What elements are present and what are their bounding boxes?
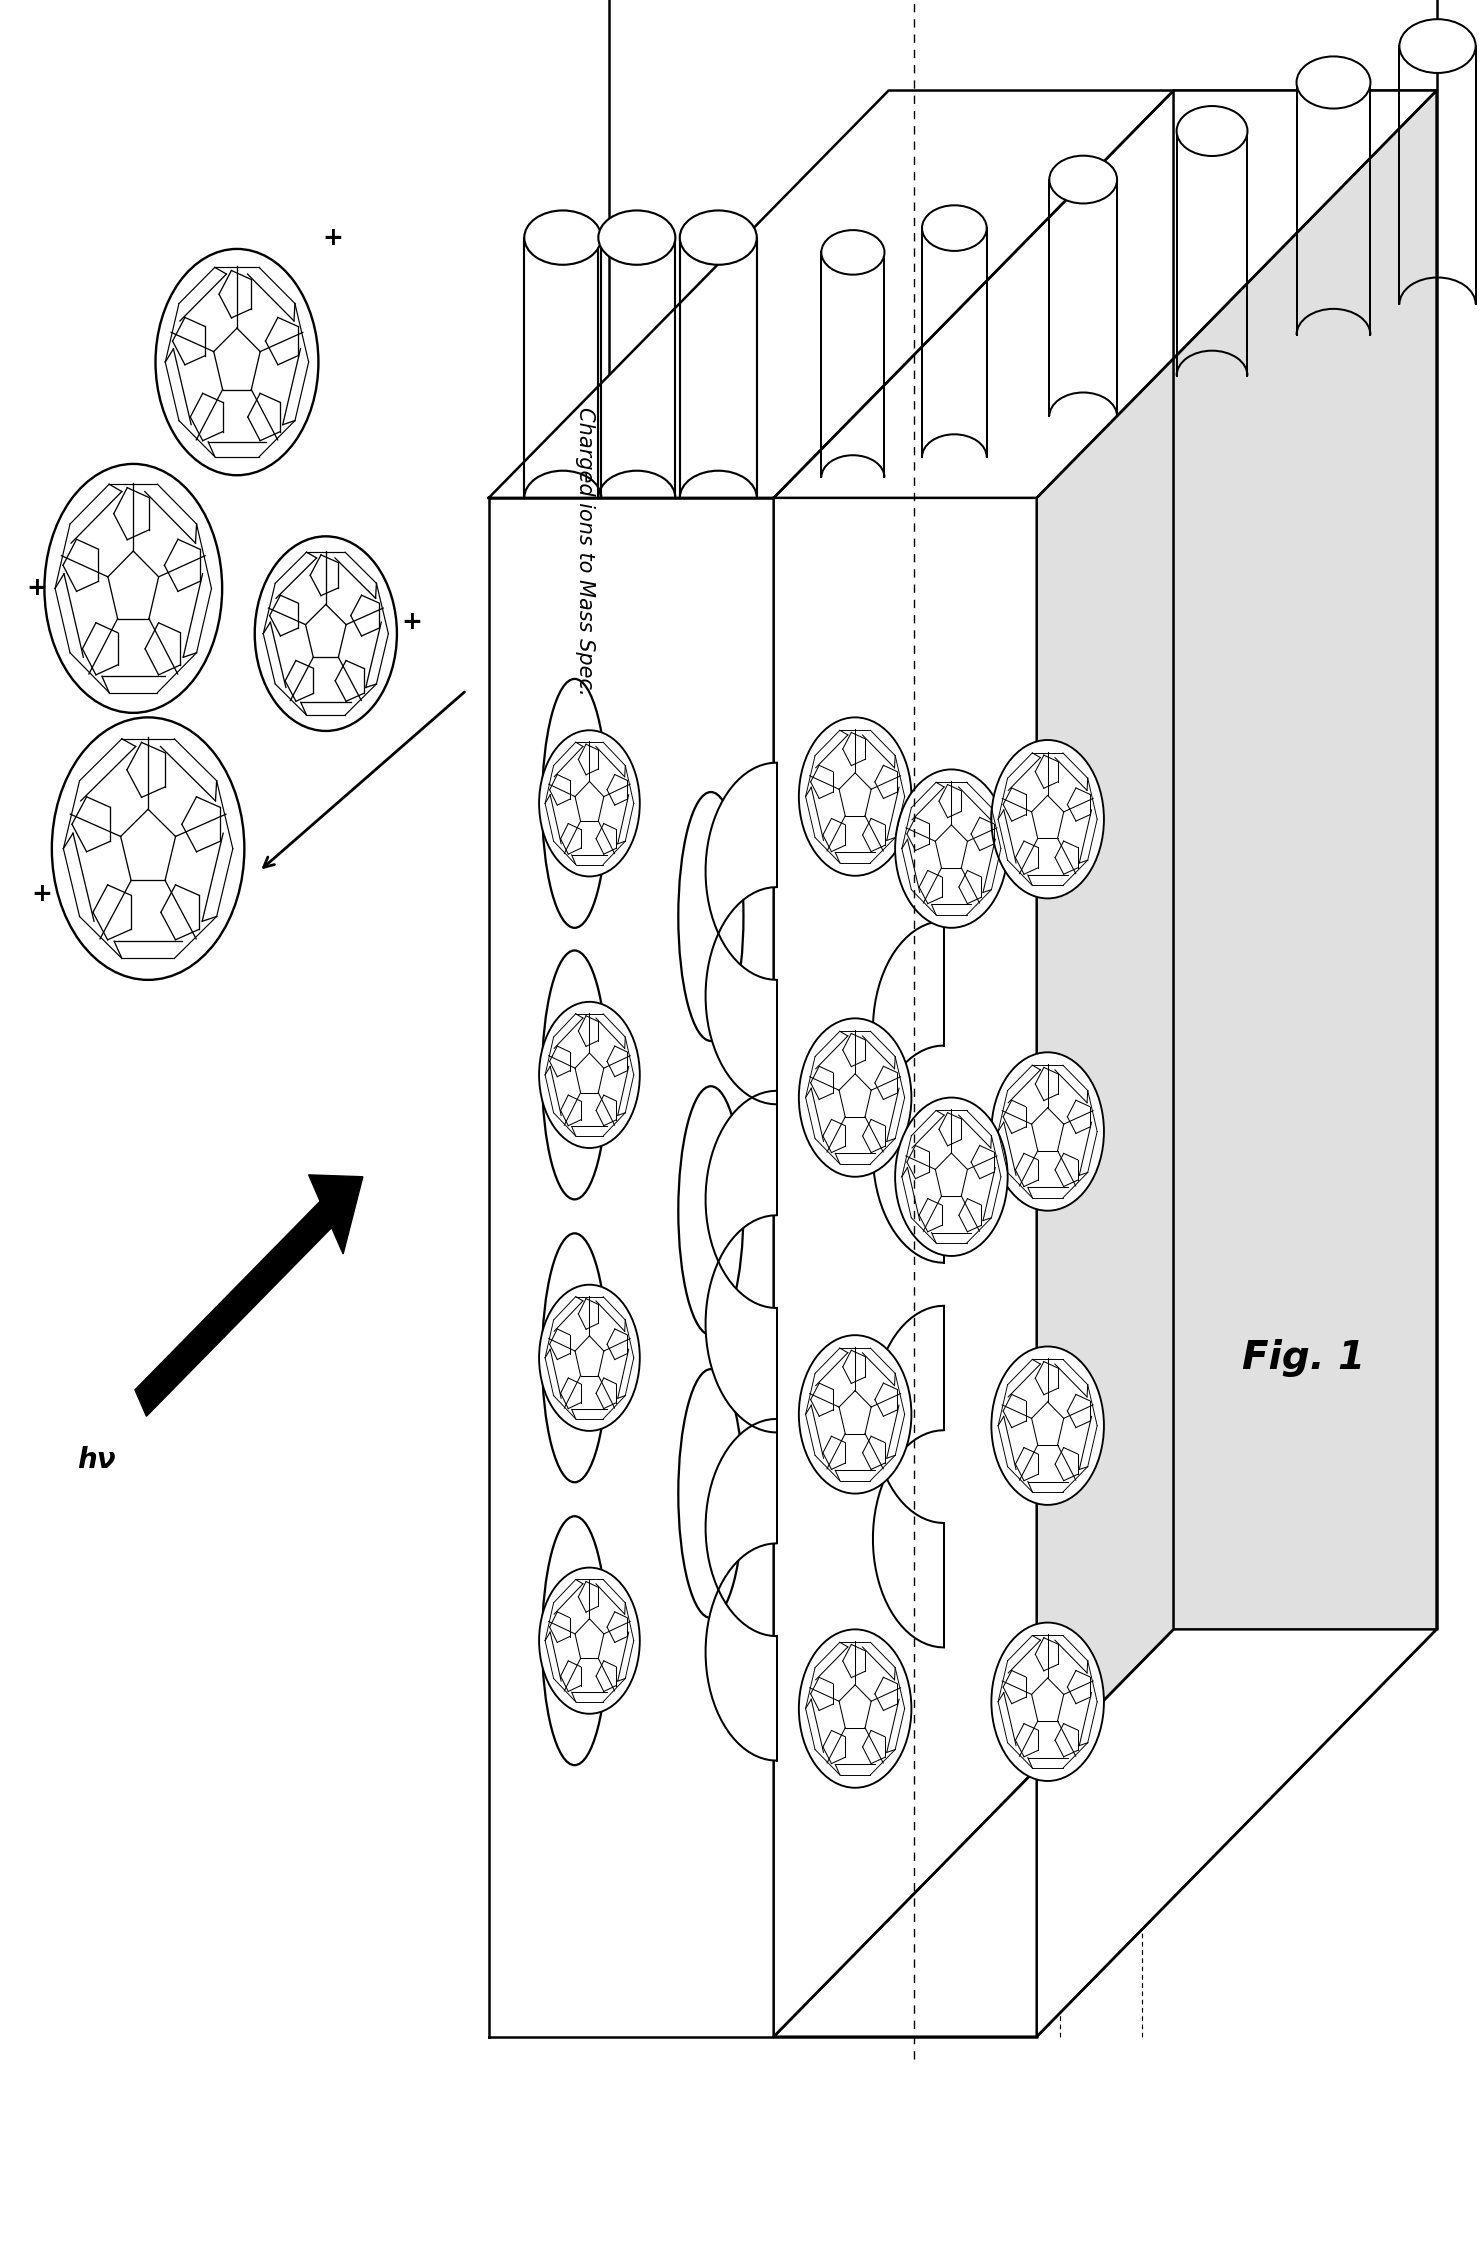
Polygon shape — [872, 921, 943, 1263]
Ellipse shape — [52, 717, 244, 980]
Ellipse shape — [822, 231, 884, 274]
Ellipse shape — [1050, 156, 1117, 204]
Ellipse shape — [991, 1346, 1103, 1505]
Polygon shape — [705, 1091, 776, 1432]
Text: Charged ions to Mass Spec.: Charged ions to Mass Spec. — [575, 407, 595, 697]
Ellipse shape — [1296, 57, 1370, 109]
Polygon shape — [609, 0, 1437, 1629]
Ellipse shape — [598, 210, 675, 265]
Ellipse shape — [539, 1285, 640, 1430]
Polygon shape — [705, 763, 776, 1104]
Polygon shape — [773, 91, 1173, 2037]
Polygon shape — [773, 91, 1437, 498]
Text: +: + — [27, 577, 47, 600]
Ellipse shape — [542, 679, 607, 928]
Ellipse shape — [895, 769, 1007, 928]
Ellipse shape — [539, 1003, 640, 1147]
Ellipse shape — [542, 950, 607, 1199]
Ellipse shape — [991, 740, 1103, 898]
Ellipse shape — [991, 1052, 1103, 1211]
Text: hν: hν — [77, 1446, 116, 1473]
Text: Fig. 1: Fig. 1 — [1241, 1340, 1365, 1376]
Polygon shape — [489, 91, 1437, 498]
Polygon shape — [489, 498, 1037, 2037]
Ellipse shape — [255, 536, 397, 731]
Polygon shape — [872, 1306, 943, 1647]
Ellipse shape — [524, 210, 601, 265]
Text: +: + — [401, 611, 422, 634]
FancyArrow shape — [135, 1174, 363, 1417]
Ellipse shape — [895, 1098, 1007, 1256]
Ellipse shape — [678, 1369, 743, 1618]
Ellipse shape — [539, 1568, 640, 1713]
Ellipse shape — [798, 1629, 911, 1788]
Polygon shape — [1037, 91, 1437, 2037]
Ellipse shape — [1400, 18, 1475, 72]
Ellipse shape — [798, 717, 911, 876]
Ellipse shape — [923, 206, 986, 251]
Ellipse shape — [991, 1623, 1103, 1781]
Ellipse shape — [542, 1516, 607, 1765]
Ellipse shape — [539, 731, 640, 876]
Ellipse shape — [798, 1335, 911, 1494]
Ellipse shape — [1176, 106, 1247, 156]
Text: +: + — [31, 883, 52, 905]
Ellipse shape — [678, 792, 743, 1041]
Text: +: + — [323, 226, 344, 249]
Ellipse shape — [44, 464, 222, 713]
Ellipse shape — [680, 210, 757, 265]
Ellipse shape — [678, 1086, 743, 1335]
Ellipse shape — [542, 1233, 607, 1482]
Polygon shape — [705, 1419, 776, 1761]
Ellipse shape — [798, 1018, 911, 1177]
Polygon shape — [773, 1629, 1437, 2037]
Ellipse shape — [156, 249, 318, 475]
